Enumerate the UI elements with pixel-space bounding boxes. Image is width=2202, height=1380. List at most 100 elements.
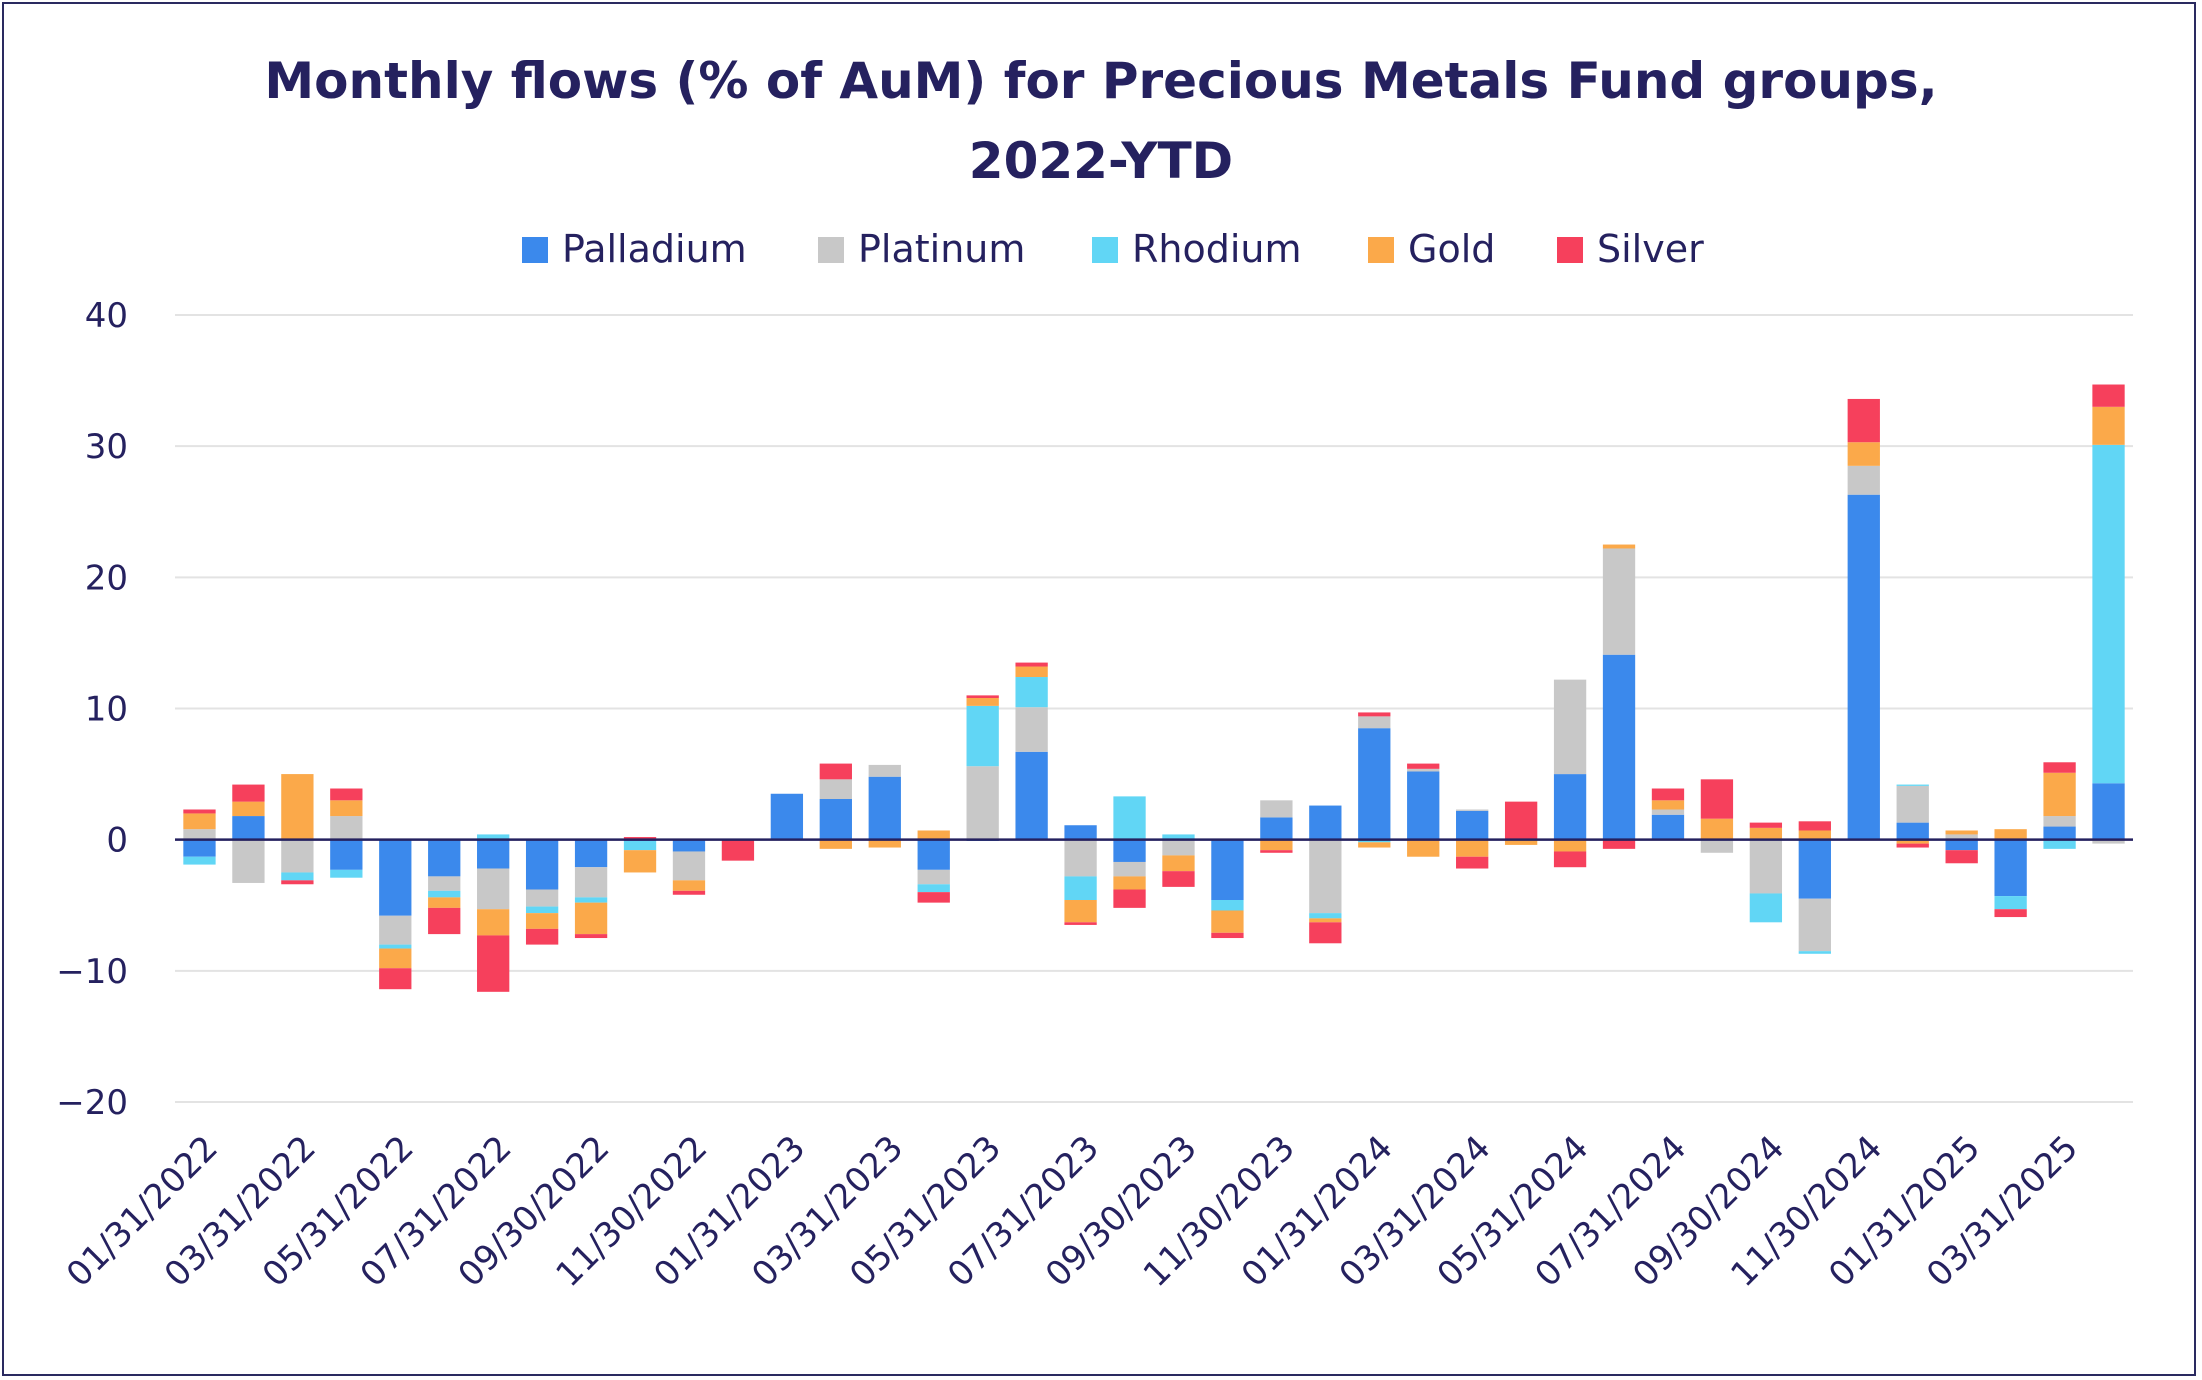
bar-palladium [1407, 771, 1440, 840]
bar-gold [1504, 839, 1538, 845]
bar-silver [428, 907, 461, 935]
bar-silver [1211, 932, 1244, 939]
bar-platinum [819, 779, 852, 800]
legend-swatch-palladium [522, 237, 548, 263]
bar-rhodium [379, 944, 412, 949]
bar-silver [1553, 851, 1587, 868]
bar-palladium [1358, 728, 1391, 840]
bar-palladium [1994, 839, 2027, 897]
legend-swatch-platinum [818, 237, 844, 263]
bar-rhodium [623, 840, 657, 851]
bar-gold [1798, 830, 1831, 840]
bar-palladium [1064, 825, 1097, 840]
bar-gold [1945, 830, 1978, 835]
bar-gold [525, 913, 559, 929]
bar-silver [623, 837, 657, 840]
bar-rhodium [1749, 893, 1783, 923]
bar-gold [1309, 918, 1342, 923]
bar-platinum [330, 816, 363, 840]
bar-rhodium [917, 884, 950, 893]
bar-silver [1896, 843, 1929, 848]
bars [183, 384, 2125, 992]
bar-palladium [1309, 805, 1342, 840]
bar-platinum [183, 829, 216, 840]
bar-platinum [1113, 861, 1146, 877]
bar-silver [1456, 856, 1489, 869]
bar-rhodium [1113, 796, 1146, 840]
legend-swatch-rhodium [1092, 237, 1118, 263]
bar-silver [574, 934, 608, 939]
bar-platinum [1945, 834, 1978, 840]
bar-silver [1504, 801, 1538, 840]
y-tick-label: 40 [85, 296, 128, 336]
legend-label-platinum: Platinum [858, 227, 1025, 271]
bar-gold [623, 850, 657, 873]
bar-platinum [428, 876, 461, 891]
bar-platinum [1749, 839, 1783, 894]
bar-silver [1749, 822, 1783, 828]
bar-gold [966, 698, 999, 706]
bar-gold [1994, 829, 2027, 840]
legend-label-silver: Silver [1597, 227, 1704, 271]
bar-platinum [1407, 768, 1440, 772]
bar-platinum [525, 889, 559, 907]
bar-platinum [1015, 707, 1048, 752]
bar-gold [1700, 818, 1734, 840]
bar-palladium [1260, 817, 1293, 840]
bar-gold [917, 830, 950, 840]
bar-silver [1113, 889, 1146, 908]
bar-silver [1602, 839, 1636, 849]
bar-silver [1162, 871, 1195, 887]
bar-rhodium [574, 897, 608, 903]
legend-label-palladium: Palladium [562, 227, 747, 271]
bar-platinum [1798, 898, 1831, 952]
bar-palladium [819, 799, 852, 840]
bar-silver [2092, 384, 2125, 407]
bar-platinum [1602, 548, 1636, 655]
bar-gold [574, 902, 608, 935]
bar-gold [819, 839, 852, 849]
bar-gold [1456, 839, 1489, 857]
bar-rhodium [1358, 839, 1391, 843]
bar-silver [1260, 850, 1293, 853]
bar-gold [379, 948, 412, 969]
bar-silver [1847, 398, 1880, 443]
bar-palladium [1113, 839, 1146, 862]
bar-silver [1407, 763, 1440, 769]
bar-gold [1407, 839, 1440, 857]
bar-palladium [1211, 839, 1244, 901]
bar-silver [525, 928, 559, 945]
bar-rhodium [1064, 876, 1097, 901]
bar-silver [1358, 712, 1391, 717]
bar-gold [477, 909, 510, 936]
bar-silver [379, 968, 412, 990]
bar-rhodium [2043, 839, 2076, 849]
legend-swatch-silver [1557, 237, 1583, 263]
bar-silver [183, 809, 216, 814]
chart-title-line-1: Monthly flows (% of AuM) for Precious Me… [264, 52, 1937, 110]
gridlines [175, 314, 2133, 1103]
bar-gold [1113, 876, 1146, 890]
bar-gold [281, 774, 314, 840]
bar-silver [819, 763, 852, 780]
bar-platinum [1260, 800, 1293, 818]
bar-palladium [1553, 774, 1587, 840]
bar-silver [2043, 762, 2076, 773]
bar-platinum [232, 839, 265, 883]
bar-gold [1847, 442, 1880, 466]
bar-rhodium [428, 890, 461, 898]
x-axis: 01/31/202203/31/202205/31/202207/31/2022… [59, 1128, 2086, 1295]
legend: Palladium Platinum Rhodium Gold Silver [522, 227, 1704, 271]
bar-gold [2043, 772, 2076, 817]
bar-palladium [330, 839, 363, 870]
legend-swatch-gold [1368, 237, 1394, 263]
bar-platinum [966, 766, 999, 840]
bar-palladium [1015, 751, 1048, 840]
bar-silver [1651, 788, 1685, 801]
bar-silver [330, 788, 363, 801]
bar-silver [1700, 779, 1734, 819]
bar-silver [1309, 922, 1342, 944]
bar-gold [1896, 839, 1929, 844]
bar-palladium [1896, 822, 1929, 840]
